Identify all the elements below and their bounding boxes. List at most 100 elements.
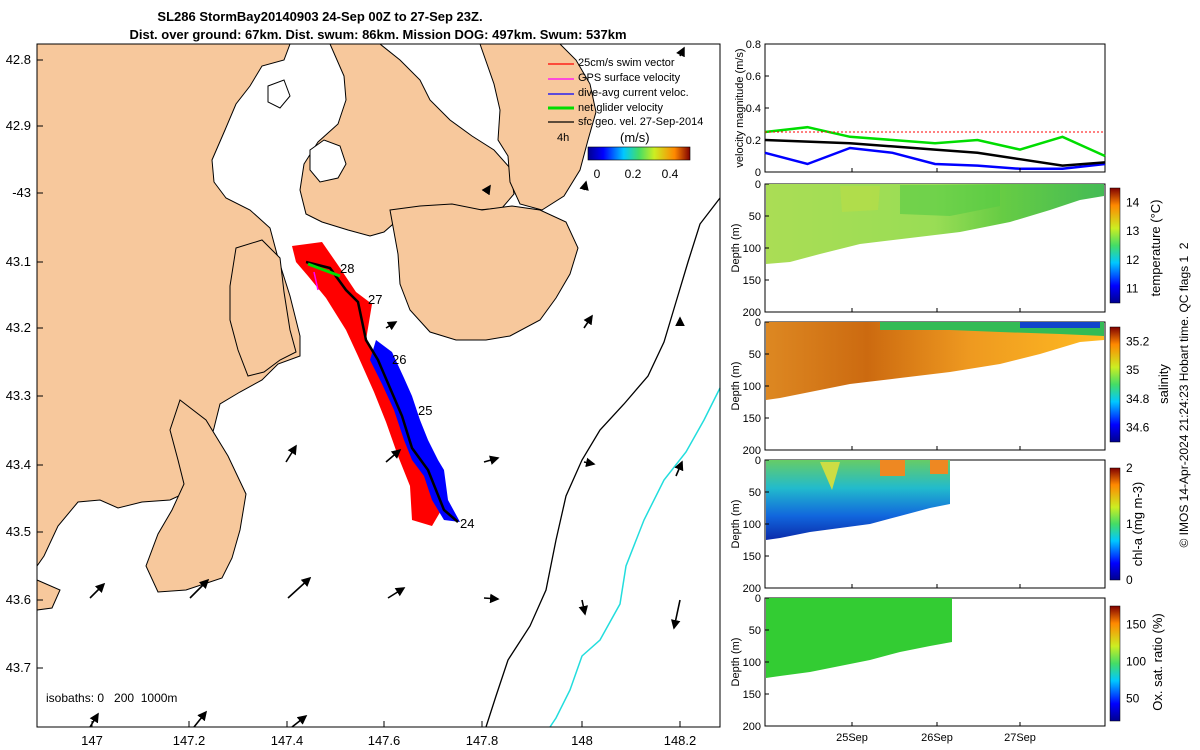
lat-tick-label: 43.6 bbox=[6, 592, 31, 607]
lat-tick-label: 43.4 bbox=[6, 457, 31, 472]
velocity-series-line bbox=[764, 138, 1106, 167]
temperature-colorbar-tick: 13 bbox=[1126, 224, 1140, 238]
salinity-colorbar bbox=[1109, 326, 1121, 443]
depth-tick-label: 200 bbox=[743, 307, 761, 319]
depth-tick-label: 100 bbox=[743, 243, 761, 255]
lon-tick-label: 147.8 bbox=[466, 733, 499, 748]
lat-tick-label: -43 bbox=[12, 185, 31, 200]
map-lon-ticks: 147 147.2 147.4 147.6 147.8 148 148.2 bbox=[81, 721, 696, 748]
temperature-colorbar-tick: 12 bbox=[1126, 253, 1140, 267]
map-colorbar bbox=[587, 146, 691, 161]
salinity-colorbar-tick: 35 bbox=[1126, 363, 1140, 377]
lon-tick-label: 147.6 bbox=[368, 733, 401, 748]
oxygen-field bbox=[766, 598, 952, 678]
chla-colorbar-tick: 0 bbox=[1126, 573, 1133, 587]
velocity-tick-label: 0 bbox=[755, 167, 761, 179]
legend-note: 4h bbox=[557, 132, 569, 144]
lon-tick-label: 148 bbox=[571, 733, 593, 748]
glider-track bbox=[292, 242, 460, 526]
depth-tick-label: 0 bbox=[755, 179, 761, 191]
day-label-24: 24 bbox=[460, 516, 474, 531]
velocity-tick-label: 0.4 bbox=[746, 103, 761, 115]
temperature-panel: temperature (°C) bbox=[764, 183, 1163, 313]
depth-ylabel: Depth (m) bbox=[730, 362, 742, 411]
lat-tick-label: 43.3 bbox=[6, 388, 31, 403]
depth-tick-label: 0 bbox=[755, 317, 761, 329]
depth-tick-label: 200 bbox=[743, 445, 761, 457]
velocity-tick-label: 0.8 bbox=[746, 39, 761, 51]
temperature-colorbar bbox=[1109, 187, 1121, 304]
isobath-200 bbox=[485, 197, 721, 728]
chla-label: chl-a (mg m-3) bbox=[1130, 482, 1145, 567]
lon-tick-label: 147.2 bbox=[173, 733, 206, 748]
day-label-25: 25 bbox=[418, 403, 432, 418]
velocity-ylabel: velocity magnitude (m/s) bbox=[734, 48, 746, 167]
land bbox=[36, 43, 597, 611]
depth-tick-label: 150 bbox=[743, 551, 761, 563]
salinity-label: salinity bbox=[1156, 364, 1171, 404]
lat-tick-label: 43.7 bbox=[6, 660, 31, 675]
chla-colorbar bbox=[1109, 467, 1121, 581]
lat-tick-label: 42.9 bbox=[6, 118, 31, 133]
swim-vectors-red bbox=[292, 242, 446, 526]
velocity-series-line bbox=[764, 146, 1106, 171]
day-label-27: 27 bbox=[368, 292, 382, 307]
chla-colorbar-tick: 1 bbox=[1126, 517, 1133, 531]
map-legend: 25cm/s swim vector GPS surface velocity … bbox=[548, 57, 703, 181]
credit-text: © IMOS 14-Apr-2024 21:24:23 Hobart time.… bbox=[1177, 242, 1191, 547]
depth-ylabel: Depth (m) bbox=[730, 500, 742, 549]
depth-tick-label: 200 bbox=[743, 721, 761, 733]
title-line1: SL286 StormBay20140903 24-Sep 00Z to 27-… bbox=[157, 9, 482, 24]
legend-net: net glider velocity bbox=[578, 102, 663, 114]
depth-tick-label: 50 bbox=[749, 211, 761, 223]
depth-tick-label: 50 bbox=[749, 487, 761, 499]
temperature-colorbar-tick: 11 bbox=[1126, 282, 1139, 296]
velocity-panel: 0 0.2 0.4 0.6 0.8 velocity magnitude (m/s) bbox=[734, 39, 1106, 179]
depth-ylabel: Depth (m) bbox=[730, 638, 742, 687]
salinity-colorbar-tick: 34.6 bbox=[1126, 421, 1150, 435]
depth-ylabel: Depth (m) bbox=[730, 224, 742, 273]
isobath-label: isobaths: 0 200 1000m bbox=[46, 691, 177, 705]
colorbar-title: (m/s) bbox=[620, 130, 650, 145]
depth-tick-label: 100 bbox=[743, 519, 761, 531]
chla-panel: chl-a (mg m-3) bbox=[764, 459, 1145, 589]
colorbar-tick-04: 0.4 bbox=[662, 167, 679, 181]
time-tick-label: 26Sep bbox=[921, 732, 953, 744]
depth-tick-label: 200 bbox=[743, 583, 761, 595]
salinity-panel: salinity bbox=[764, 321, 1171, 451]
colorbar-tick-02: 0.2 bbox=[625, 167, 642, 181]
depth-tick-label: 100 bbox=[743, 381, 761, 393]
isobath-1000 bbox=[549, 387, 721, 728]
oxygen-label: Ox. sat. ratio (%) bbox=[1150, 613, 1165, 711]
lat-tick-label: 42.8 bbox=[6, 52, 31, 67]
oxygen-colorbar-tick: 50 bbox=[1126, 692, 1140, 706]
depth-tick-label: 50 bbox=[749, 349, 761, 361]
temperature-label: temperature (°C) bbox=[1148, 200, 1163, 297]
map-panel: 28 27 26 25 24 bbox=[36, 43, 721, 728]
legend-gps: GPS surface velocity bbox=[578, 72, 681, 84]
colorbar-tick-0: 0 bbox=[594, 167, 601, 181]
velocity-tick-label: 0.2 bbox=[746, 135, 761, 147]
oxygen-colorbar-tick: 100 bbox=[1126, 655, 1146, 669]
oxygen-colorbar-tick: 150 bbox=[1126, 618, 1146, 632]
geostrophic-velocity-arrows bbox=[89, 46, 685, 728]
lon-tick-label: 148.2 bbox=[664, 733, 697, 748]
velocity-y-ticks: 0 0.2 0.4 0.6 0.8 bbox=[746, 39, 769, 179]
depth-tick-label: 50 bbox=[749, 625, 761, 637]
chla-colorbar-tick: 2 bbox=[1126, 461, 1133, 475]
time-tick-label: 27Sep bbox=[1004, 732, 1036, 744]
title-line2: Dist. over ground: 67km. Dist. swum: 86k… bbox=[129, 27, 626, 42]
oxygen-panel: Ox. sat. ratio (%) bbox=[764, 597, 1165, 727]
lon-tick-label: 147.4 bbox=[271, 733, 304, 748]
net-track bbox=[305, 260, 459, 523]
temperature-colorbar-tick: 14 bbox=[1126, 195, 1140, 209]
legend-current: dive-avg current veloc. bbox=[578, 87, 689, 99]
depth-tick-label: 0 bbox=[755, 455, 761, 467]
legend-swim: 25cm/s swim vector bbox=[578, 57, 675, 69]
velocity-series-line bbox=[764, 125, 1106, 158]
depth-tick-label: 150 bbox=[743, 413, 761, 425]
lon-tick-label: 147 bbox=[81, 733, 103, 748]
depth-tick-label: 150 bbox=[743, 275, 761, 287]
oxygen-colorbar bbox=[1109, 605, 1121, 722]
